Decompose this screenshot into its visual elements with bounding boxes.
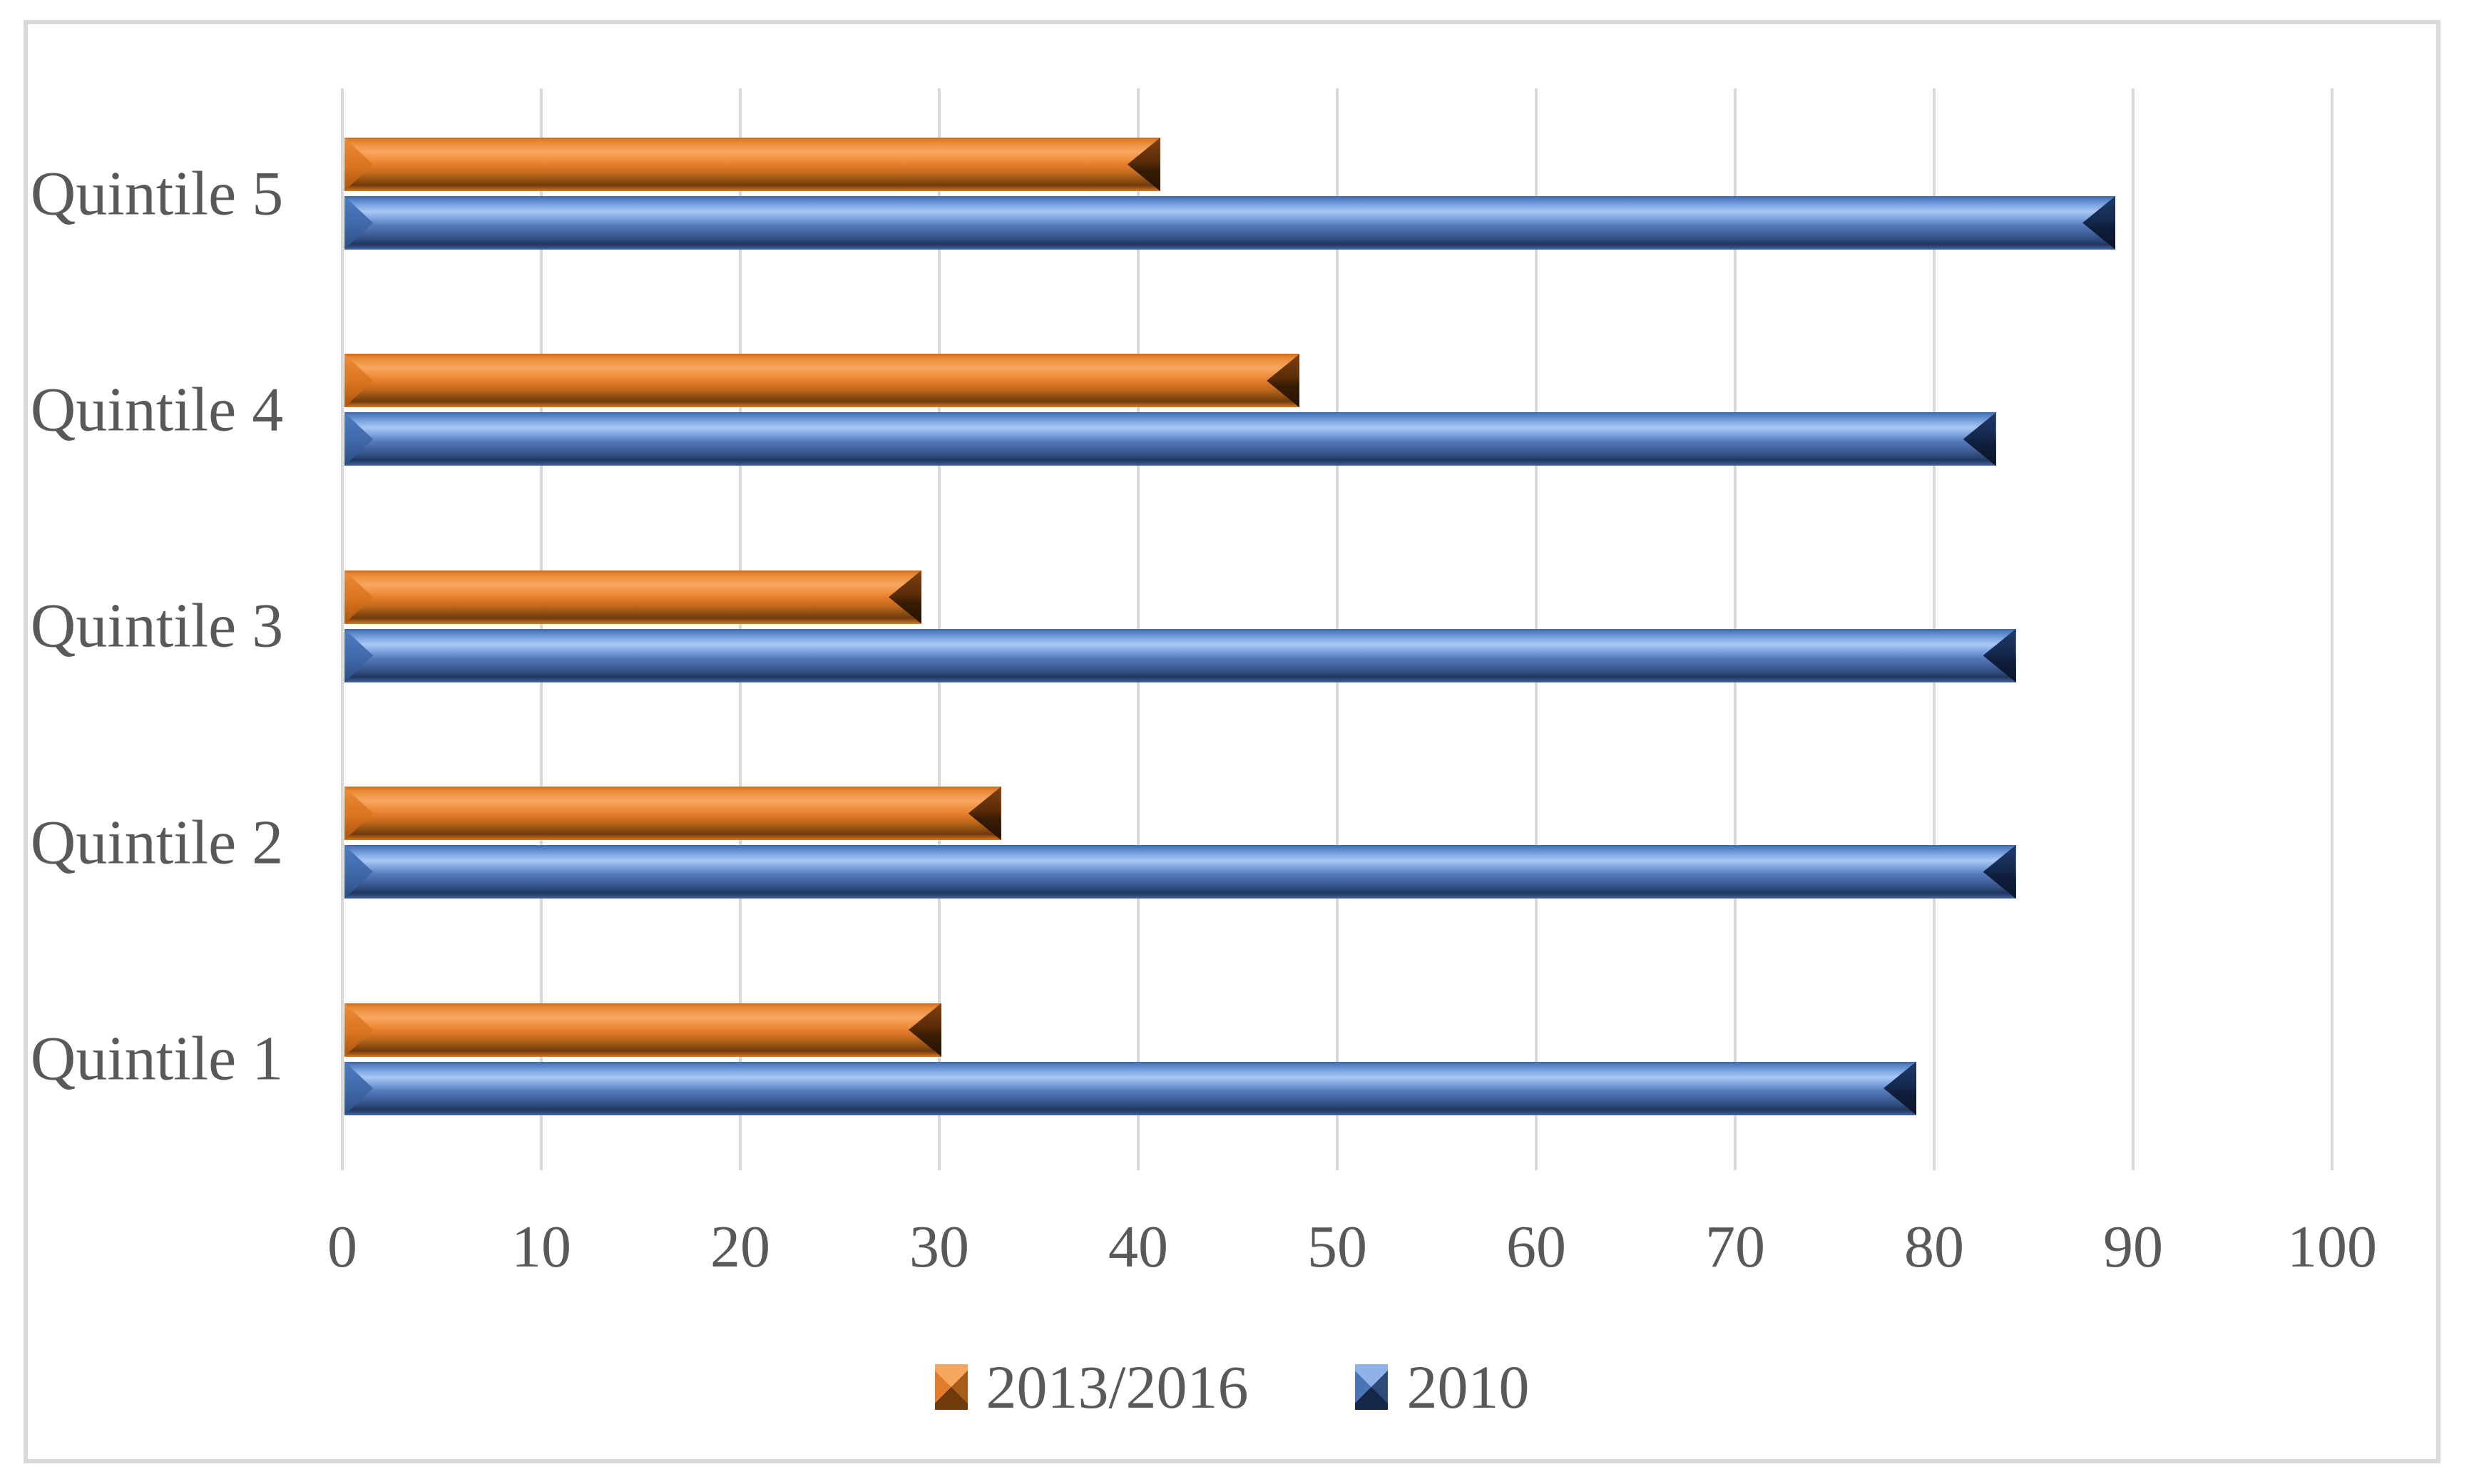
bar-2013-2016 [344,354,1300,408]
gridline [341,88,344,1170]
category-row: Quintile 5 [31,88,2443,305]
legend-item-2010: 2010 [1355,1351,1529,1423]
legend-marker-2013-2016-icon [934,1364,968,1410]
x-tick-label: 30 [909,1214,969,1280]
category-row: Quintile 4 [31,305,2443,521]
gridline [2331,88,2334,1170]
x-tick-label: 20 [710,1214,770,1280]
x-axis: 0 10 20 30 40 50 60 70 80 90 100 [327,1212,2443,1291]
bar-2013-2016 [344,570,922,624]
x-tick-label: 10 [511,1214,571,1280]
x-tick-label: 50 [1307,1214,1367,1280]
category-label: Quintile 5 [30,159,284,229]
bar-2013-2016 [344,138,1160,191]
legend-label: 2010 [1406,1353,1530,1421]
bar-2013-2016 [344,1003,941,1057]
bar-2010 [344,1061,1917,1115]
chart-frame [24,20,2440,1463]
category-label: Quintile 3 [30,591,284,661]
x-tick-label: 60 [1506,1214,1566,1280]
bar-2010 [344,196,2116,250]
bar-2010 [344,845,2016,899]
bar-group [344,1003,2443,1115]
category-label: Quintile 4 [30,375,284,445]
x-tick-label: 40 [1108,1214,1168,1280]
legend-marker-2010-icon [1355,1364,1389,1410]
bar-group [344,138,2443,250]
category-label: Quintile 2 [30,808,284,878]
bar-2013-2016 [344,787,1001,841]
bar-group [344,787,2443,899]
x-tick-label: 80 [1904,1214,1964,1280]
x-tick-label: 90 [2103,1214,2163,1280]
x-tick-label: 70 [1705,1214,1765,1280]
legend-item-2013-2016: 2013/2016 [934,1351,1249,1423]
bar-2010 [344,412,1996,466]
x-tick-label: 0 [327,1214,357,1280]
category-row: Quintile 1 [31,954,2443,1170]
category-row: Quintile 2 [31,737,2443,953]
category-row: Quintile 3 [31,521,2443,737]
legend-label: 2013/2016 [986,1353,1249,1421]
bar-group [344,570,2443,682]
category-label: Quintile 1 [30,1024,284,1094]
plot-area: Quintile 5 Quintile 4 Quintile 3 Quintile 2… [31,88,2443,1170]
bar-2010 [344,628,2016,682]
x-tick-label: 100 [2287,1214,2377,1280]
gridline [2132,88,2135,1170]
bar-group [344,354,2443,466]
legend: 2013/2016 2010 [24,1341,2440,1433]
